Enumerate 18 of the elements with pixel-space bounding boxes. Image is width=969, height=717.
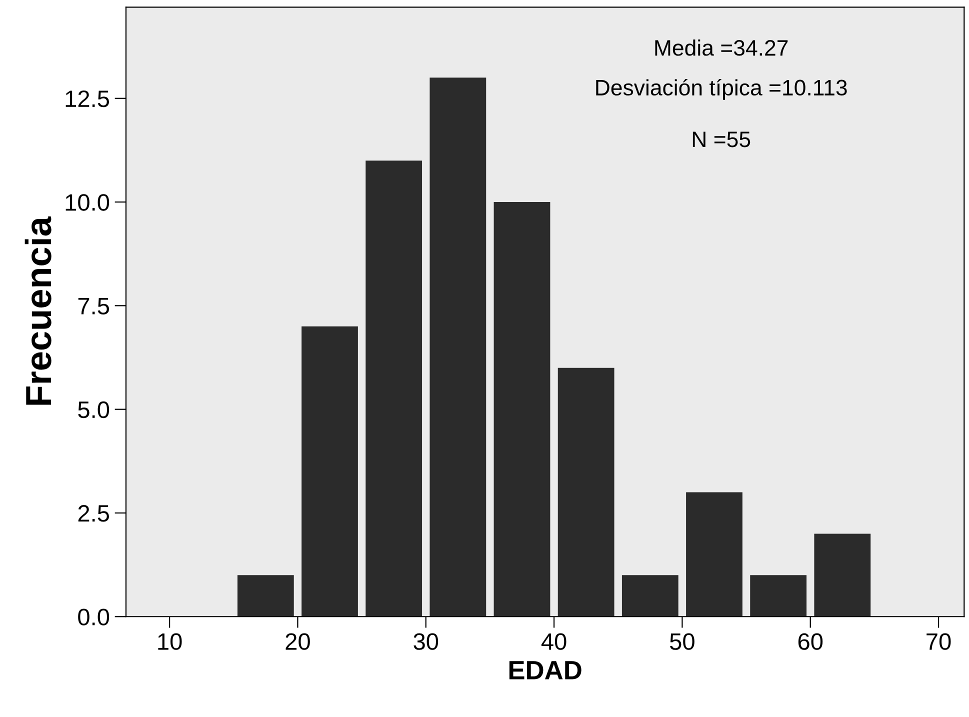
x-tick-label: 60: [798, 633, 823, 650]
x-tick-label: 30: [414, 633, 438, 650]
x-axis-title: EDAD: [509, 661, 582, 680]
y-tick-label: 0.0: [78, 608, 110, 626]
x-tick-label: 20: [286, 633, 310, 650]
x-tick-label: 10: [158, 633, 182, 650]
x-tick-label: 40: [541, 633, 566, 650]
y-tick-label: 2.5: [78, 505, 110, 522]
y-tick-label: 5.0: [78, 401, 110, 418]
y-tick-label: 7.5: [78, 298, 110, 314]
y-axis-title: Frecuencia: [24, 216, 52, 405]
x-tick-label: 50: [670, 633, 694, 650]
annotation: Media =34.27: [655, 39, 788, 56]
x-tick-label: 70: [926, 633, 951, 650]
y-tick-label: 12.5: [66, 90, 110, 108]
y-tick-label: 10.0: [66, 194, 110, 211]
annotation: Desviación típica =10.113: [596, 78, 847, 100]
annotation: N =55: [692, 132, 750, 148]
